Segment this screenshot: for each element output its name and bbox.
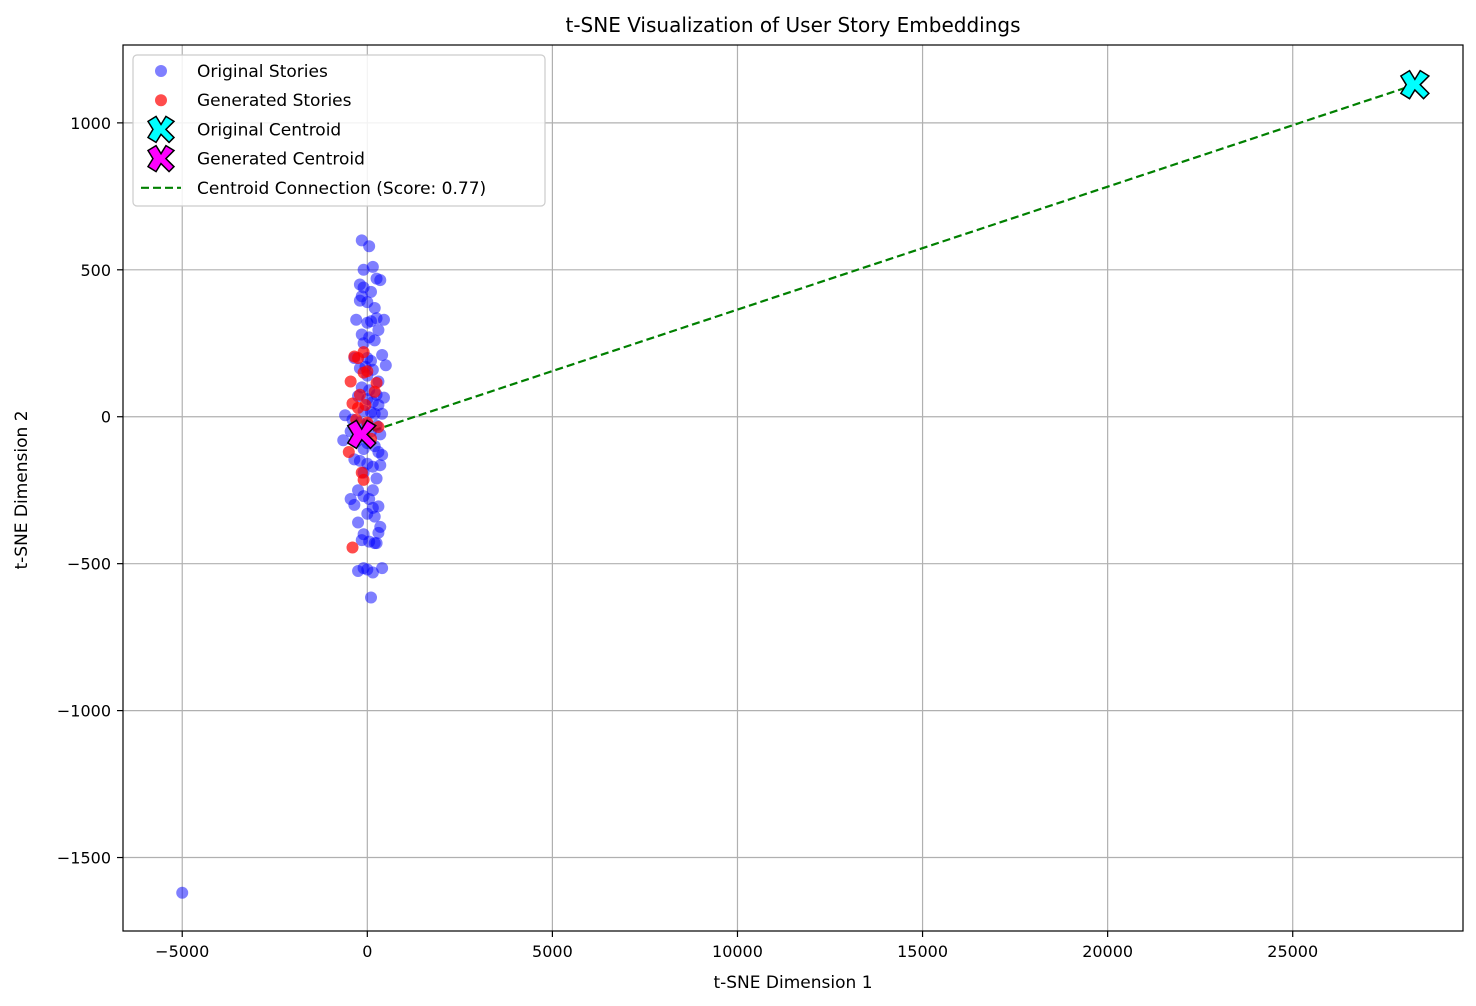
original-stories-point — [363, 240, 376, 253]
original-stories-point — [368, 334, 381, 347]
original-stories-point — [374, 459, 387, 472]
legend-swatch-generated-centroid — [146, 144, 176, 173]
original-stories-point — [376, 349, 389, 362]
centroid-connection-line — [361, 83, 1416, 436]
original-stories-point — [348, 498, 361, 511]
legend-label-centroid-connection-score-0-77: Centroid Connection (Score: 0.77) — [197, 179, 486, 199]
original-stories-point — [370, 537, 383, 550]
original-stories-point — [376, 407, 389, 420]
generated-stories-point — [353, 388, 366, 401]
y-axis-label: t-SNE Dimension 2 — [12, 410, 32, 569]
original-stories-point — [366, 260, 379, 273]
legend: Original Stories Generated Stories Origina… — [132, 54, 546, 207]
original-stories-point — [352, 565, 365, 578]
legend-label-original-centroid: Original Centroid — [197, 120, 341, 140]
generated-centroid-marker — [346, 419, 377, 450]
generated-stories-point — [361, 365, 374, 378]
legend-box — [132, 54, 546, 207]
original-stories-point — [365, 591, 378, 604]
original-stories-point — [366, 566, 379, 579]
generated-stories-point — [342, 446, 355, 459]
original-stories-point — [350, 313, 363, 326]
generated-stories-point — [344, 375, 357, 388]
y-tick-label: 0 — [101, 408, 111, 427]
original-stories-point — [372, 500, 385, 513]
x-tick-label: 5000 — [532, 942, 573, 961]
centroid-markers-layer — [346, 69, 1431, 450]
plot-frame — [122, 44, 1464, 932]
original-centroid-marker — [1399, 69, 1431, 100]
original-stories-point — [370, 472, 383, 485]
x-axis-label: t-SNE Dimension 1 — [713, 973, 872, 993]
y-tick-label: 1000 — [70, 114, 111, 133]
y-tick-label: −1000 — [57, 702, 111, 721]
original-stories-point — [374, 274, 387, 287]
x-tick-label: 10000 — [712, 942, 763, 961]
x-axis-ticks: −5000 0 5000 10000 15000 20000 25000 — [155, 931, 1318, 961]
original-stories-point — [357, 443, 370, 456]
legend-label-generated-centroid: Generated Centroid — [197, 150, 365, 170]
y-tick-label: −1500 — [57, 849, 111, 868]
original-stories-point — [379, 359, 392, 372]
original-stories-point — [376, 448, 389, 461]
legend-swatch-original-stories — [155, 65, 167, 77]
y-axis-ticks: −1500 −1000 −500 0 500 1000 — [57, 114, 123, 868]
original-stories-point — [357, 337, 370, 350]
x-tick-label: 0 — [362, 942, 372, 961]
legend-swatch-generated-stories — [155, 94, 167, 107]
x-tick-label: 15000 — [897, 942, 948, 961]
y-tick-label: 500 — [80, 261, 111, 280]
generated-stories-point — [346, 541, 359, 554]
x-tick-label: 25000 — [1267, 942, 1318, 961]
generated-stories-point — [357, 473, 370, 486]
centroid-connection-layer — [361, 83, 1416, 436]
original-stories-point — [368, 302, 381, 315]
chart-title: t-SNE Visualization of User Story Embedd… — [565, 13, 1020, 37]
legend-swatch-original-centroid — [146, 115, 176, 144]
original-stories-point — [365, 285, 378, 298]
original-stories-point — [372, 526, 385, 539]
legend-label-original-stories: Original Stories — [197, 62, 328, 82]
original-stories-point — [372, 324, 385, 337]
original-stories-point — [357, 263, 370, 276]
original-stories-point — [368, 510, 381, 523]
original-stories-point — [377, 313, 390, 326]
x-tick-label: −5000 — [155, 942, 209, 961]
original-stories-point — [352, 516, 365, 529]
x-tick-label: 20000 — [1082, 942, 1133, 961]
y-tick-label: −500 — [67, 555, 111, 574]
generated-stories-point — [359, 398, 372, 411]
original-stories-point — [337, 434, 350, 447]
generated-stories-point — [372, 421, 385, 434]
generated-stories-point — [368, 385, 381, 398]
original-stories-point — [176, 886, 189, 899]
legend-label-generated-stories: Generated Stories — [197, 91, 352, 111]
generated-stories-point — [348, 350, 361, 363]
original-stories-point — [376, 562, 389, 575]
